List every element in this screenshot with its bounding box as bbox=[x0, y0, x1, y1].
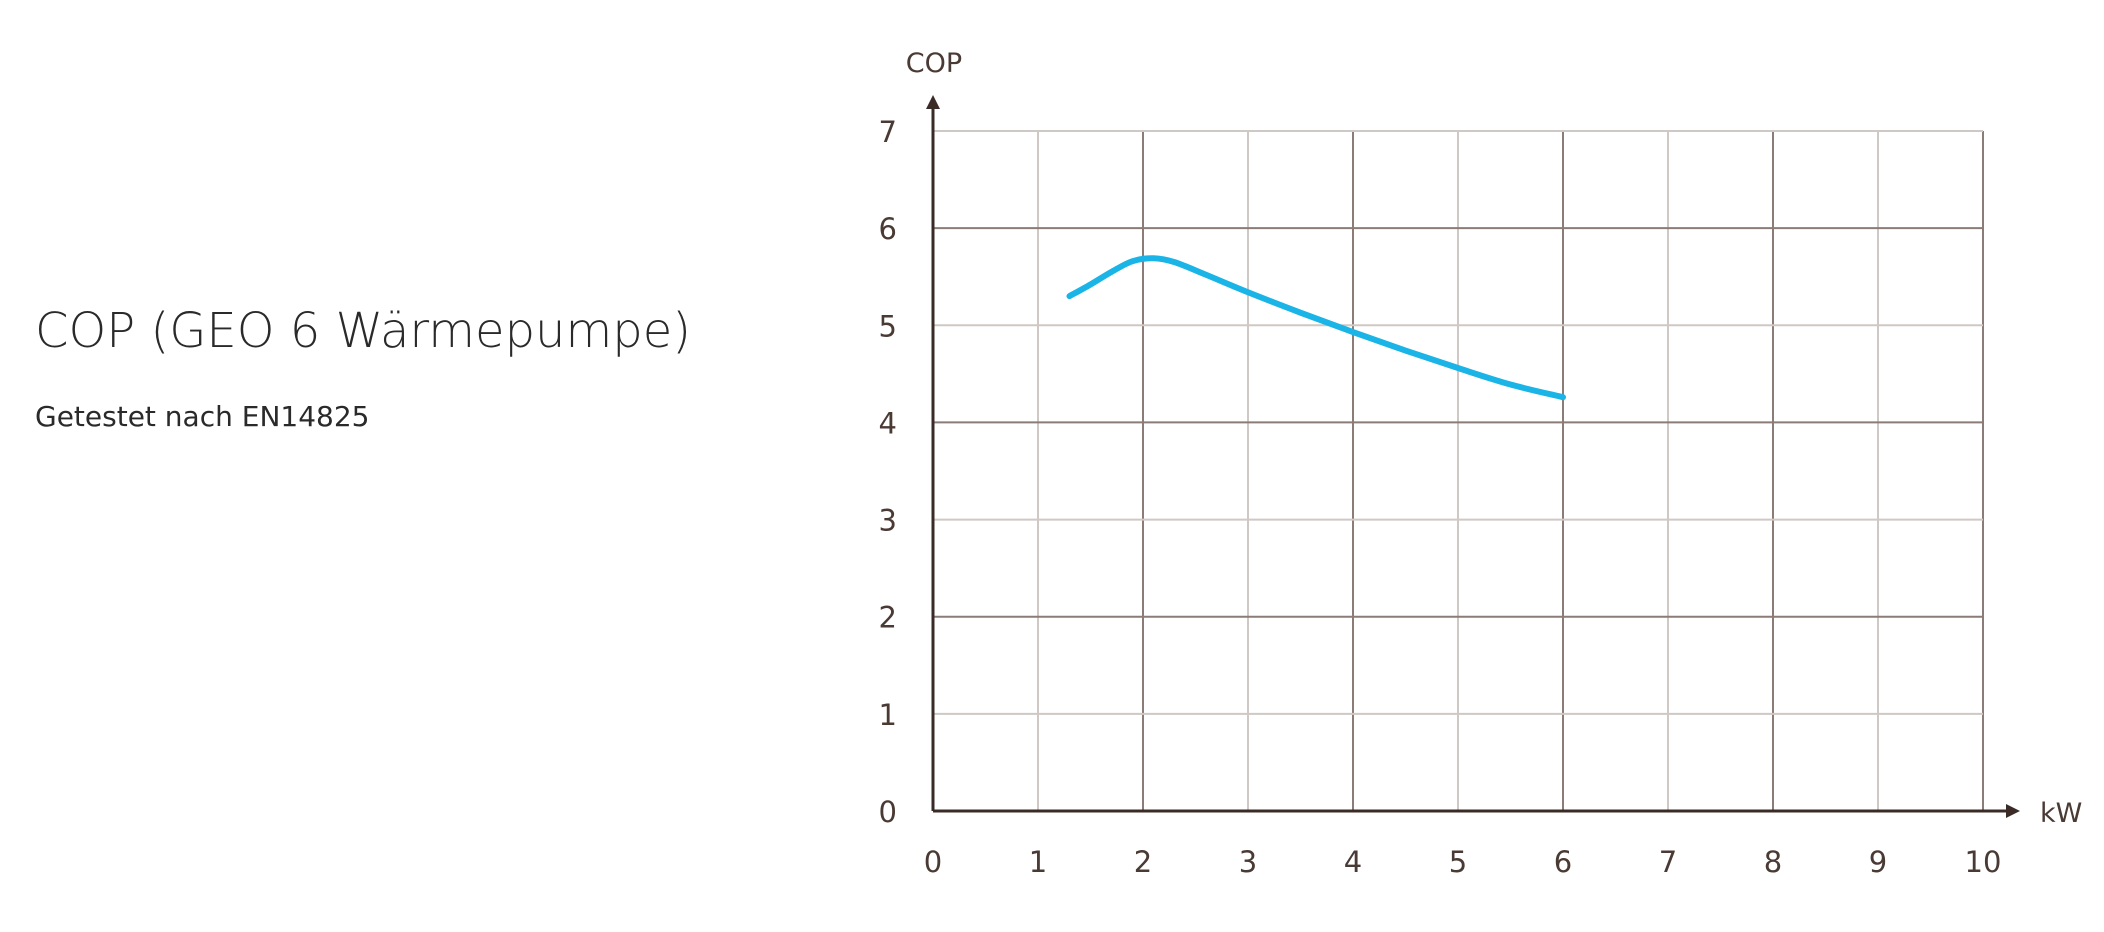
x-tick-label: 7 bbox=[1659, 845, 1677, 879]
y-tick-label: 4 bbox=[879, 406, 897, 440]
y-tick-label: 2 bbox=[879, 601, 897, 635]
x-tick-label: 6 bbox=[1554, 845, 1572, 879]
chart-tick-labels: 0 1 2 3 4 5 6 7 8 9 10 0 1 2 3 4 5 6 7 bbox=[879, 115, 2002, 879]
x-tick-label: 5 bbox=[1449, 845, 1467, 879]
y-tick-label: 7 bbox=[879, 115, 897, 149]
y-axis-arrow-icon bbox=[926, 95, 940, 109]
x-tick-label: 3 bbox=[1239, 845, 1257, 879]
x-tick-label: 10 bbox=[1965, 845, 2002, 879]
x-axis-arrow-icon bbox=[2006, 804, 2020, 818]
y-tick-label: 1 bbox=[879, 698, 897, 732]
text-panel: COP (GEO 6 Wärmepumpe) Getestet nach EN1… bbox=[35, 300, 795, 433]
x-tick-label: 0 bbox=[924, 845, 942, 879]
chart-grid bbox=[933, 130, 1984, 811]
y-tick-label: 3 bbox=[879, 504, 897, 538]
x-tick-label: 9 bbox=[1869, 845, 1887, 879]
x-tick-label: 2 bbox=[1134, 845, 1152, 879]
y-tick-label: 5 bbox=[879, 309, 897, 343]
y-tick-label: 0 bbox=[879, 795, 897, 829]
x-axis-label: kW bbox=[2040, 798, 2082, 829]
chart-series bbox=[1066, 255, 1566, 401]
x-tick-label: 4 bbox=[1344, 845, 1362, 879]
x-tick-label: 1 bbox=[1029, 845, 1047, 879]
series-line-0 bbox=[1066, 255, 1566, 401]
chart-axes bbox=[926, 95, 2020, 818]
page-subtitle: Getestet nach EN14825 bbox=[35, 400, 370, 434]
y-axis-label: COP bbox=[906, 48, 962, 79]
x-tick-label: 8 bbox=[1764, 845, 1782, 879]
y-tick-label: 6 bbox=[879, 212, 897, 246]
page-title: COP (GEO 6 Wärmepumpe) bbox=[35, 303, 691, 359]
